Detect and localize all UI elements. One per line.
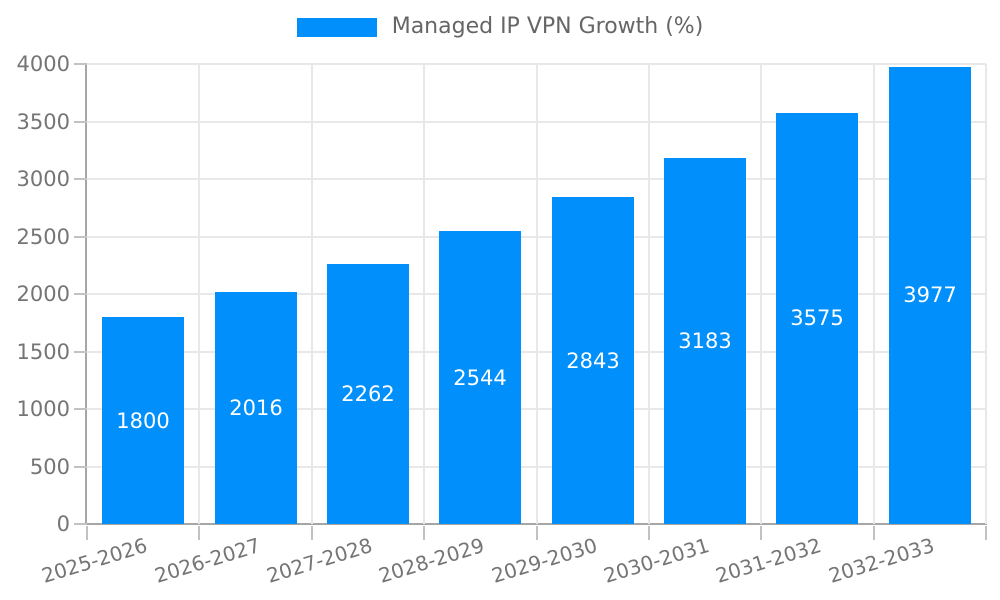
bar-value-label: 3183	[678, 328, 732, 353]
bar[interactable]: 1800	[102, 317, 184, 524]
gridline-vertical	[535, 64, 538, 524]
y-axis-tick-label: 3500	[16, 109, 70, 134]
y-axis-tick	[74, 293, 87, 295]
x-axis-tick	[310, 526, 313, 540]
y-axis-tick-label: 1000	[16, 397, 70, 421]
y-axis-tick	[74, 120, 87, 123]
bar-value-label: 3977	[903, 283, 957, 308]
y-axis-tick-label: 500	[29, 454, 70, 479]
legend[interactable]: Managed IP VPN Growth (%)	[0, 14, 1000, 40]
y-axis-tick-label: 3000	[16, 167, 70, 191]
bar[interactable]: 2016	[215, 292, 297, 524]
legend-swatch-icon	[296, 17, 377, 37]
y-axis-tick	[74, 465, 87, 468]
bar[interactable]: 2262	[327, 263, 409, 524]
x-axis-tick-label: 2030-2031	[600, 533, 713, 588]
x-axis-line	[85, 523, 987, 525]
gridline-vertical	[985, 64, 987, 524]
bar-value-label: 2843	[566, 348, 620, 373]
y-axis-tick	[74, 523, 87, 525]
gridline-vertical	[198, 64, 201, 524]
bar-value-label: 2016	[229, 396, 283, 421]
x-axis-tick	[647, 526, 650, 540]
gridline-vertical	[760, 64, 763, 524]
y-axis-tick-label: 1500	[16, 339, 70, 364]
y-axis-tick	[74, 235, 87, 238]
x-axis-tick-label: 2027-2028	[263, 533, 375, 588]
y-axis-tick	[74, 350, 87, 353]
y-axis-tick	[74, 178, 87, 180]
x-axis-tick-label: 2032-2033	[825, 533, 937, 588]
bar-value-label: 1800	[116, 408, 170, 433]
bar-value-label: 3575	[790, 306, 844, 331]
gridline-vertical	[310, 64, 313, 524]
bar[interactable]: 2843	[552, 197, 634, 524]
x-axis-tick	[872, 526, 875, 540]
x-axis-tick-label: 2031-2032	[713, 533, 825, 588]
bar-value-label: 2544	[453, 365, 507, 390]
gridline-vertical	[647, 64, 650, 524]
bar-value-label: 2262	[341, 381, 395, 406]
x-axis-tick	[423, 526, 426, 540]
x-axis-tick	[760, 526, 763, 540]
y-axis-tick-label: 4000	[16, 52, 70, 76]
gridline-vertical	[872, 64, 875, 524]
bar[interactable]: 3977	[889, 66, 971, 524]
y-axis-tick-label: 0	[56, 512, 70, 536]
y-axis-tick-label: 2000	[16, 282, 70, 306]
x-axis-tick-label: 2025-2026	[38, 533, 151, 588]
x-axis-tick	[86, 526, 88, 540]
x-axis-tick	[535, 526, 538, 540]
legend-label: Managed IP VPN Growth (%)	[391, 14, 704, 39]
gridline-vertical	[423, 64, 426, 524]
y-axis-tick-label: 2500	[16, 224, 70, 249]
x-axis-tick-label: 2026-2027	[151, 533, 263, 588]
bar[interactable]: 3575	[776, 112, 858, 524]
x-axis-tick-label: 2029-2030	[488, 533, 600, 588]
bar[interactable]: 2544	[439, 231, 521, 524]
y-axis-tick	[74, 63, 87, 65]
y-axis-tick	[74, 408, 87, 410]
x-axis-tick	[985, 526, 987, 540]
x-axis-tick-label: 2028-2029	[376, 533, 488, 588]
x-axis-tick	[198, 526, 201, 540]
bar[interactable]: 3183	[664, 157, 746, 524]
